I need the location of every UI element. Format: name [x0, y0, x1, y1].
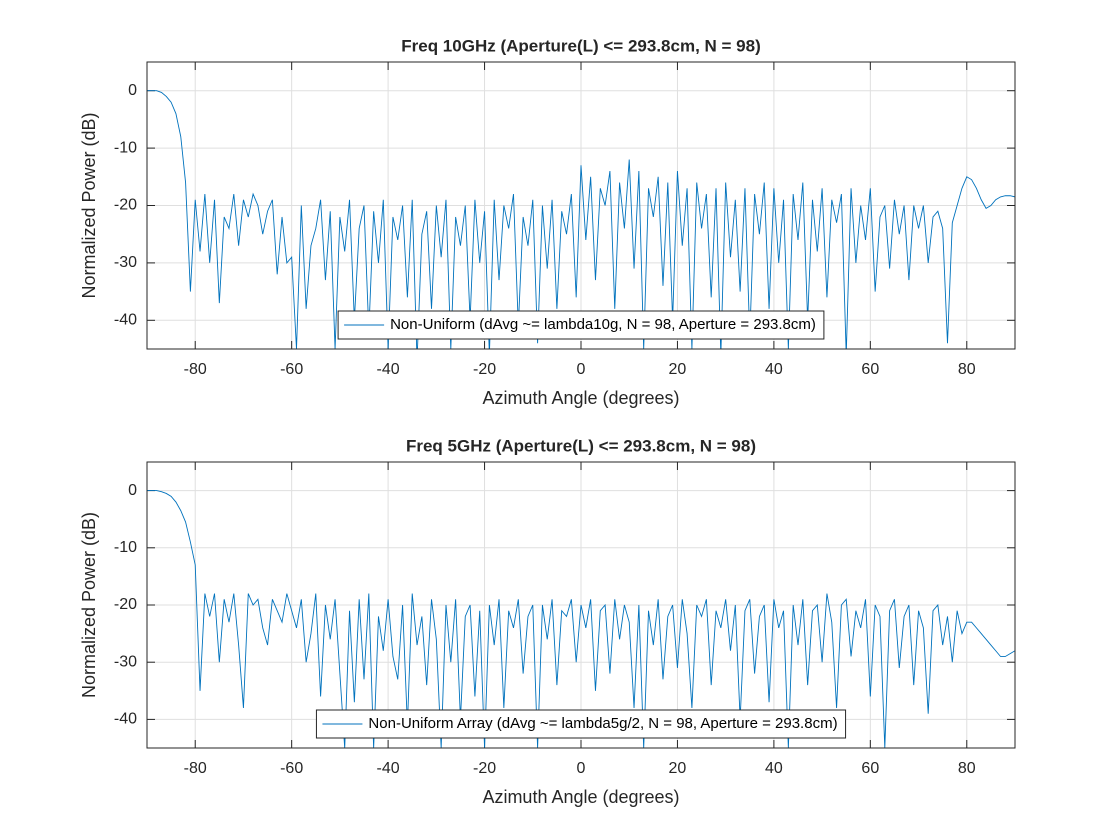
x-tick-label: 40	[765, 361, 783, 378]
legend-label: Non-Uniform (dAvg ~= lambda10g, N = 98, …	[390, 316, 816, 333]
y-tick-label: 0	[128, 482, 137, 499]
x-tick-label: 40	[765, 760, 783, 777]
x-tick-label: -20	[473, 361, 496, 378]
x-tick-label: 20	[669, 361, 687, 378]
legend-box	[337, 310, 825, 340]
y-tick-label: -30	[114, 254, 137, 271]
y-tick-label: -10	[114, 539, 137, 556]
y-tick-label: 0	[128, 82, 137, 99]
chart-title: Freq 5GHz (Aperture(L) <= 293.8cm, N = 9…	[406, 436, 756, 455]
x-axis-label: Azimuth Angle (degrees)	[482, 388, 679, 408]
y-tick-label: -40	[114, 312, 137, 329]
y-tick-label: -10	[114, 139, 137, 156]
x-tick-label: 60	[861, 760, 879, 777]
x-axis-label: Azimuth Angle (degrees)	[482, 787, 679, 807]
axes-box	[146, 461, 1016, 749]
x-tick-label: -60	[280, 361, 303, 378]
x-tick-label: 80	[958, 361, 976, 378]
legend: Non-Uniform (dAvg ~= lambda10g, N = 98, …	[337, 310, 825, 340]
y-tick-label: -20	[114, 596, 137, 613]
x-tick-label: -80	[184, 760, 207, 777]
y-axis-label: Normalized Power (dB)	[79, 112, 99, 298]
y-tick-label: -20	[114, 197, 137, 214]
x-tick-label: -80	[184, 361, 207, 378]
x-tick-label: 60	[861, 361, 879, 378]
x-tick-label: -20	[473, 760, 496, 777]
x-tick-label: 0	[577, 760, 586, 777]
legend-label: Non-Uniform Array (dAvg ~= lambda5g/2, N…	[368, 715, 837, 732]
chart-title: Freq 10GHz (Aperture(L) <= 293.8cm, N = …	[401, 36, 761, 55]
legend: Non-Uniform Array (dAvg ~= lambda5g/2, N…	[315, 709, 847, 739]
y-tick-label: -30	[114, 653, 137, 670]
x-tick-label: -40	[377, 361, 400, 378]
y-tick-label: -40	[114, 711, 137, 728]
legend-box	[315, 709, 847, 739]
x-tick-label: -60	[280, 760, 303, 777]
x-tick-label: 0	[577, 361, 586, 378]
x-tick-label: 20	[669, 760, 687, 777]
axes-box	[146, 61, 1016, 350]
x-tick-label: 80	[958, 760, 976, 777]
line-series	[147, 90, 1015, 349]
y-axis-label: Normalized Power (dB)	[79, 512, 99, 698]
line-series	[147, 490, 1015, 748]
x-tick-label: -40	[377, 760, 400, 777]
